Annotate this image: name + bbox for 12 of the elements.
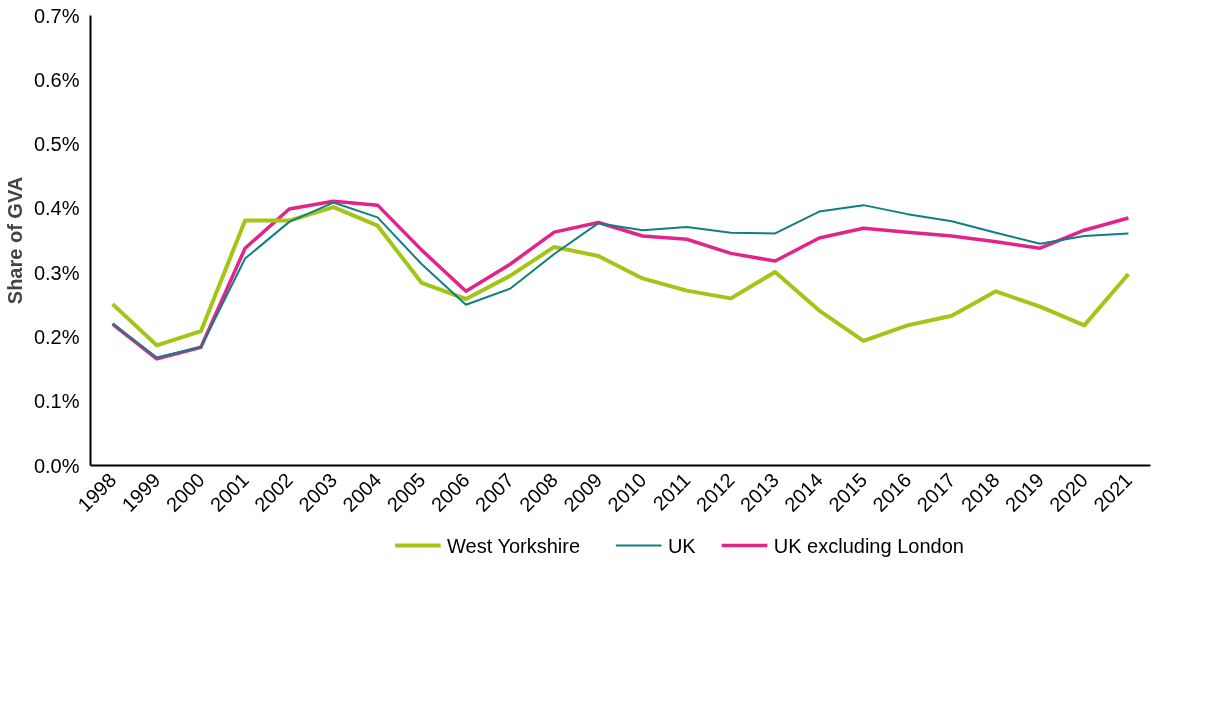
y-tick-label: 0.0% (33, 454, 80, 477)
y-tick-label: 0.6% (33, 68, 80, 91)
y-tick-label: 0.7% (33, 4, 80, 27)
legend-label: UK excluding London (773, 534, 964, 557)
y-axis-title: Share of GVA (3, 176, 26, 305)
y-tick-label: 0.3% (33, 261, 80, 284)
y-tick-label: 0.2% (33, 325, 80, 348)
y-tick-label: 0.1% (33, 390, 80, 413)
legend-label: West Yorkshire (447, 534, 581, 557)
y-tick-label: 0.4% (33, 197, 80, 220)
y-tick-label: 0.5% (33, 133, 80, 156)
legend-label: UK (667, 534, 697, 557)
